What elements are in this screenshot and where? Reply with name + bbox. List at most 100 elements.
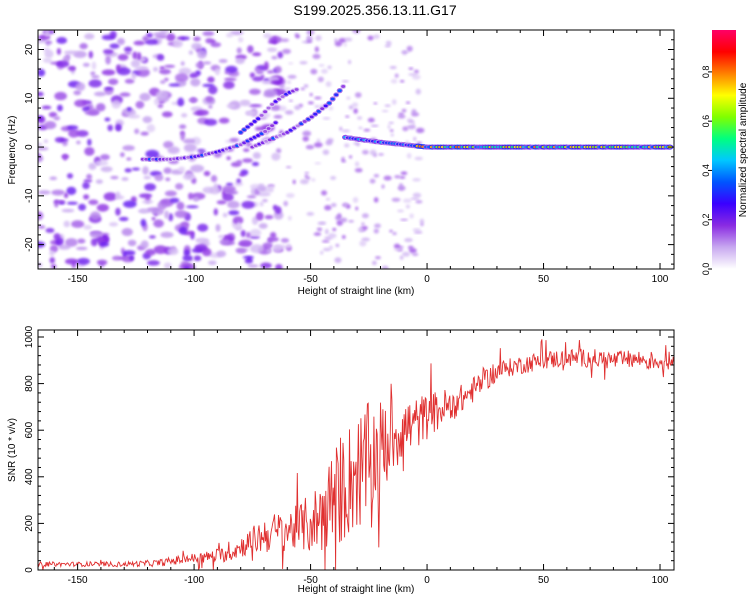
noise-speck [317, 76, 324, 83]
noise-speck [302, 136, 309, 142]
noise-speck [218, 59, 228, 63]
noise-speck [151, 217, 156, 221]
noise-speck [132, 51, 138, 60]
noise-speck [53, 200, 66, 204]
noise-speck [340, 217, 348, 223]
noise-speck [339, 126, 343, 131]
noise-speck [241, 200, 255, 209]
noise-speck [160, 231, 174, 238]
noise-speck [306, 212, 315, 216]
noise-speck [279, 84, 285, 89]
noise-speck [279, 105, 287, 112]
noise-speck [270, 80, 283, 85]
noise-speck [90, 211, 101, 220]
noise-speck [271, 55, 278, 60]
noise-speck [226, 33, 234, 38]
y-tick-label: 600 [24, 421, 35, 438]
noise-speck [63, 192, 69, 199]
noise-speck [146, 124, 156, 133]
noise-speck [145, 149, 160, 159]
noise-speck [352, 102, 359, 108]
noise-speck [229, 137, 240, 142]
noise-speck [82, 181, 90, 190]
noise-speck [208, 85, 218, 95]
spectrogram-frame [37, 29, 675, 270]
trace-point [295, 124, 300, 128]
noise-speck [236, 221, 242, 230]
noise-speck [104, 117, 111, 122]
noise-speck [238, 239, 253, 248]
noise-speck [164, 64, 176, 68]
noise-speck [53, 116, 61, 121]
noise-speck [392, 232, 397, 236]
noise-speck [375, 256, 381, 260]
y-tick-label: -10 [24, 188, 35, 203]
noise-speck [126, 157, 132, 161]
noise-speck [224, 77, 237, 82]
noise-speck [38, 115, 46, 124]
y-tick-label: 10 [24, 92, 35, 104]
noise-speck [249, 244, 264, 254]
noise-speck [54, 91, 67, 101]
noise-speck [183, 266, 190, 269]
noise-speck [388, 121, 394, 125]
noise-speck [354, 92, 362, 98]
noise-speck [163, 167, 172, 174]
trace-point [280, 95, 285, 99]
noise-speck [247, 45, 254, 54]
noise-speck [287, 74, 297, 79]
noise-speck [334, 257, 342, 264]
noise-speck [38, 91, 44, 97]
noise-speck [124, 168, 132, 173]
snr-xlabel: Height of straight line (km) [298, 584, 415, 595]
trace-point [306, 117, 311, 121]
noise-speck [369, 178, 376, 184]
noise-speck [304, 174, 309, 178]
noise-speck [202, 186, 215, 194]
noise-speck [109, 30, 117, 39]
noise-speck [266, 249, 272, 253]
noise-speck [218, 234, 225, 239]
noise-speck [236, 178, 242, 184]
noise-speck [300, 87, 305, 91]
noise-speck [66, 125, 79, 130]
noise-speck [226, 156, 231, 161]
noise-speck [299, 179, 309, 185]
noise-speck [186, 205, 199, 209]
noise-speck [310, 68, 318, 75]
noise-speck [204, 118, 218, 126]
noise-speck [283, 200, 289, 207]
noise-speck [234, 181, 244, 187]
noise-speck [271, 152, 281, 161]
noise-speck [140, 131, 149, 136]
noise-speck [142, 35, 149, 42]
y-tick-label: 400 [24, 468, 35, 485]
noise-speck [115, 207, 121, 216]
noise-speck [295, 34, 300, 39]
noise-speck [196, 148, 206, 153]
noise-speck [348, 155, 353, 159]
noise-speck [142, 116, 153, 124]
noise-speck [400, 218, 409, 221]
y-tick-label: 1000 [24, 325, 35, 348]
noise-speck [303, 84, 309, 88]
noise-speck [210, 42, 222, 48]
trace-point [327, 101, 332, 105]
x-tick-label: 100 [652, 274, 669, 285]
noise-speck [318, 64, 325, 67]
noise-speck [332, 227, 337, 232]
noise-speck [272, 244, 283, 253]
noise-speck [142, 166, 149, 175]
noise-speck [205, 96, 214, 103]
noise-speck [146, 32, 153, 38]
noise-speck [157, 201, 167, 211]
noise-speck [346, 96, 351, 100]
x-tick-label: 0 [424, 274, 430, 285]
noise-speck [348, 220, 354, 223]
noise-speck [306, 39, 313, 43]
noise-speck [276, 148, 282, 154]
noise-speck [311, 178, 316, 182]
noise-speck [74, 99, 88, 108]
noise-speck [166, 33, 176, 42]
